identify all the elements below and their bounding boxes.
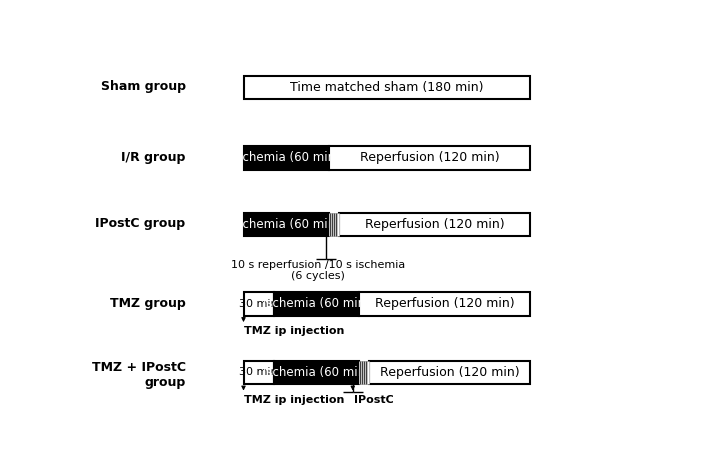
Text: I/R group: I/R group bbox=[121, 151, 186, 163]
Bar bbox=[244, 76, 530, 99]
Bar bbox=[360, 292, 530, 315]
Bar bbox=[274, 292, 360, 315]
Bar bbox=[244, 292, 274, 315]
Text: Time matched sham (180 min): Time matched sham (180 min) bbox=[290, 81, 483, 94]
Text: IPostC: IPostC bbox=[354, 395, 394, 405]
Text: IPostC group: IPostC group bbox=[95, 217, 186, 230]
Bar bbox=[339, 213, 530, 236]
Bar bbox=[370, 361, 530, 384]
Text: TMZ ip injection: TMZ ip injection bbox=[244, 327, 344, 336]
Text: 30 min: 30 min bbox=[239, 367, 278, 377]
Text: 10 s reperfusion /10 s ischemia: 10 s reperfusion /10 s ischemia bbox=[231, 260, 405, 270]
Text: TMZ group: TMZ group bbox=[110, 297, 186, 309]
Text: 30 min: 30 min bbox=[239, 299, 278, 309]
Text: Reperfusion (120 min): Reperfusion (120 min) bbox=[360, 152, 500, 164]
Text: Sham group: Sham group bbox=[100, 80, 186, 93]
Text: TMZ ip injection: TMZ ip injection bbox=[244, 395, 344, 405]
Text: (6 cycles): (6 cycles) bbox=[291, 271, 345, 281]
Text: Ischemia (60 min): Ischemia (60 min) bbox=[263, 297, 370, 310]
Text: Ischemia (60 min): Ischemia (60 min) bbox=[263, 366, 370, 379]
Bar bbox=[329, 146, 530, 170]
Bar bbox=[244, 146, 329, 170]
Text: Reperfusion (120 min): Reperfusion (120 min) bbox=[365, 218, 505, 231]
Bar bbox=[274, 361, 360, 384]
Text: Ischemia (60 min): Ischemia (60 min) bbox=[233, 218, 340, 231]
Text: Reperfusion (120 min): Reperfusion (120 min) bbox=[380, 366, 520, 379]
Text: Ischemia (60 min): Ischemia (60 min) bbox=[233, 152, 340, 164]
Bar bbox=[244, 361, 274, 384]
Bar bbox=[244, 213, 329, 236]
Text: TMZ + IPostC
group: TMZ + IPostC group bbox=[92, 361, 186, 389]
Text: Reperfusion (120 min): Reperfusion (120 min) bbox=[375, 297, 515, 310]
